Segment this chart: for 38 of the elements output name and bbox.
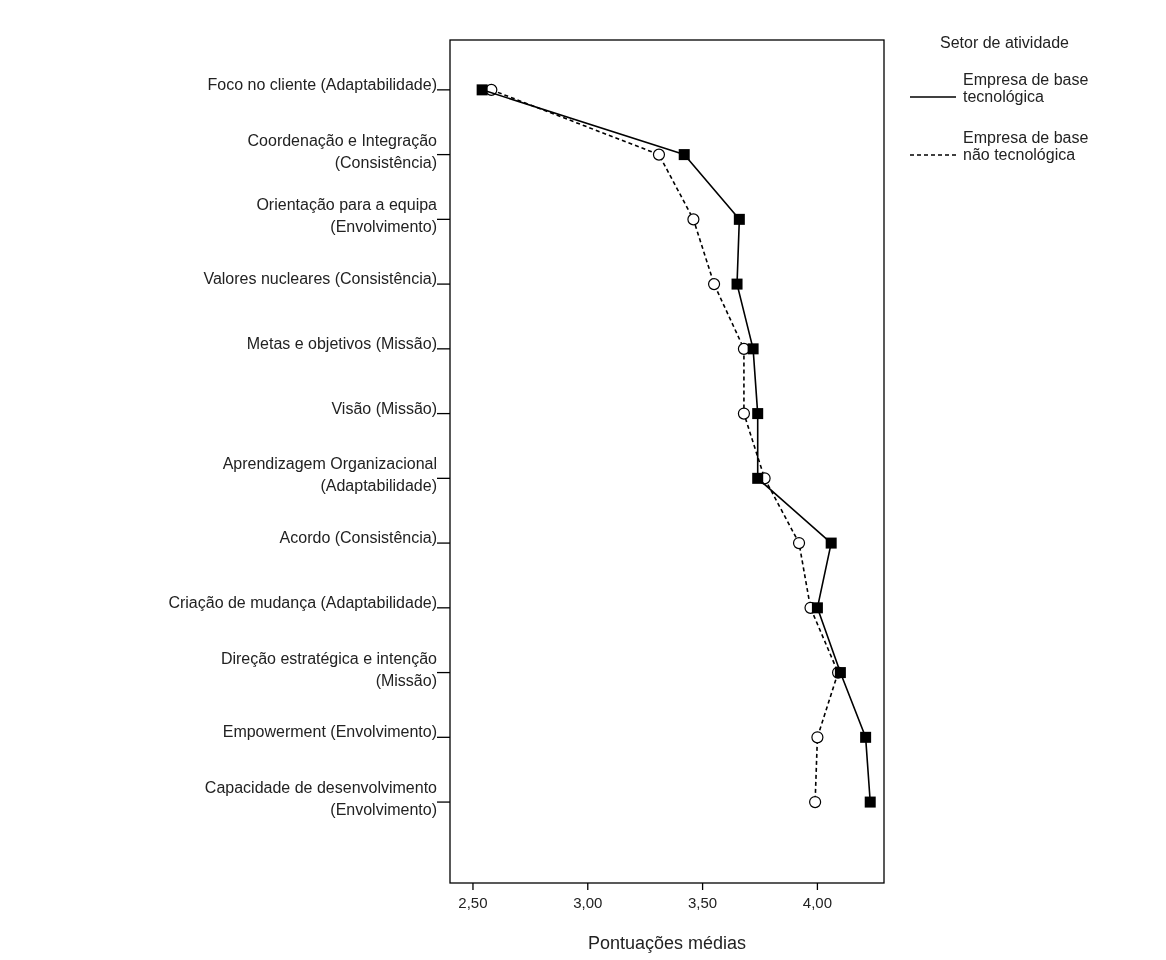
y-tick-label: Valores nucleares (Consistência) — [203, 270, 437, 288]
point — [678, 149, 690, 161]
point — [747, 343, 759, 355]
point — [733, 213, 745, 225]
point — [811, 731, 824, 744]
y-tick-label: Visão (Missão) — [331, 399, 437, 417]
point — [752, 472, 764, 484]
y-tick-label: Direção estratégica e intenção (Missão) — [220, 649, 438, 689]
point — [811, 602, 823, 614]
point — [687, 213, 700, 226]
y-tick-label: Capacidade de desenvolvimento (Envolvimento) — [204, 779, 438, 819]
legend-title: Setor de atividade — [940, 34, 1070, 51]
y-tick-label: Acordo (Consistência) — [279, 529, 437, 547]
y-tick-label: Orientação para a equipa (Envolvimento) — [256, 196, 438, 236]
point — [864, 796, 876, 808]
point — [825, 537, 837, 549]
y-tick-label: Empowerment (Envolvimento) — [222, 723, 437, 741]
legend-label: Empresa de base não tecnológica — [963, 129, 1089, 163]
x-tick-label: 4,00 — [802, 894, 833, 911]
y-tick-label: Metas e objetivos (Missão) — [246, 334, 437, 352]
point — [809, 795, 822, 809]
point — [652, 148, 666, 161]
y-tick-label: Coordenação e Integração (Consistência) — [247, 131, 438, 171]
x-axis-title: Pontuações médias — [587, 933, 747, 953]
y-tick-label: Criação de mudança (Adaptabilidade) — [168, 593, 437, 611]
point — [476, 84, 488, 96]
x-tick-label: 3,00 — [573, 894, 603, 911]
y-tick-label: Aprendizagem Organizacional (Adaptabilidade) — [222, 455, 437, 495]
point — [707, 277, 721, 291]
point — [792, 536, 806, 550]
point — [752, 408, 764, 420]
x-tick-label: 3,50 — [687, 894, 718, 911]
y-tick-label: Foco no cliente (Adaptabilidade) — [207, 75, 437, 93]
point — [860, 731, 872, 743]
point — [737, 407, 751, 420]
x-tick-label: 2,50 — [458, 894, 488, 911]
legend-label: Empresa de base tecnológica — [963, 71, 1089, 105]
point — [731, 278, 743, 290]
